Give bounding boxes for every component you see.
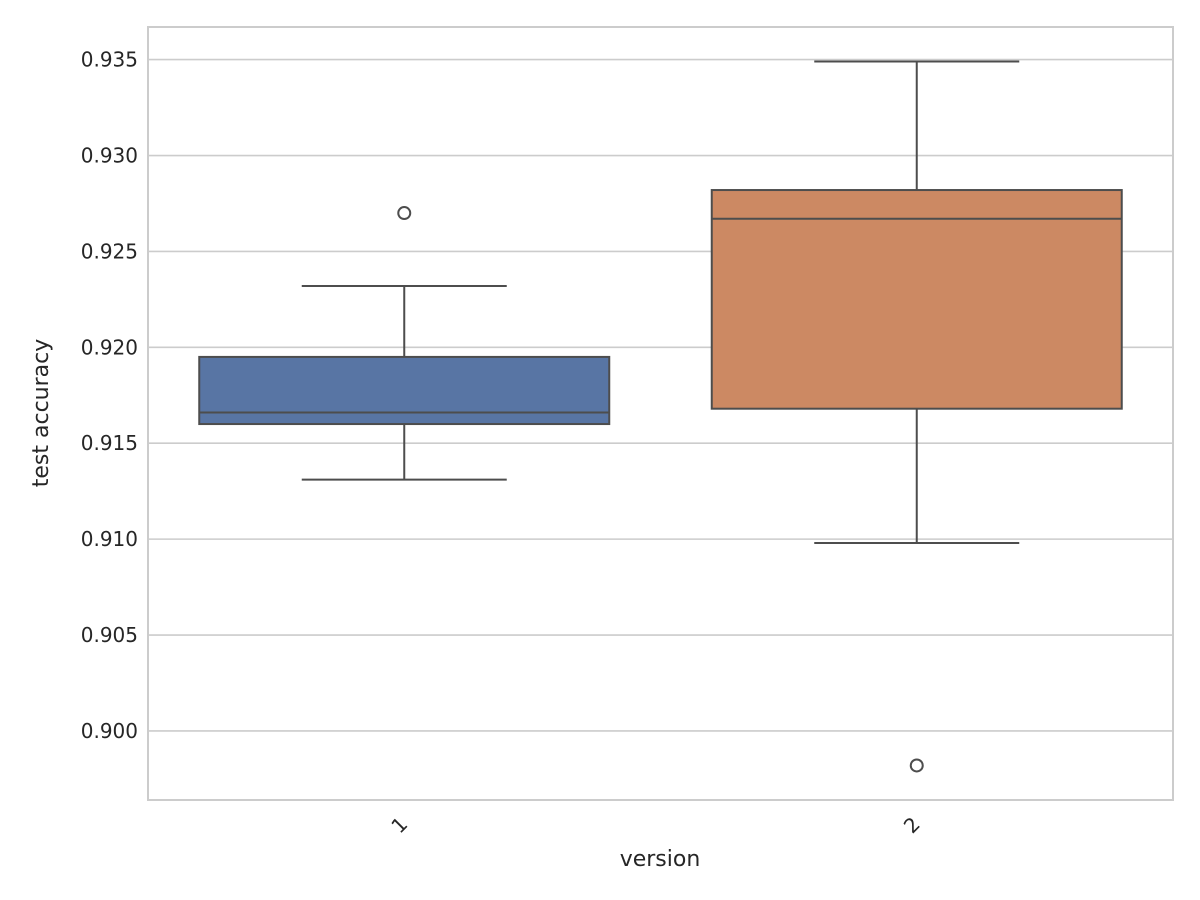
- box-iqr: [198, 355, 611, 426]
- boxes: [198, 60, 1123, 773]
- x-tick-label: 1: [386, 812, 412, 838]
- box-group: [198, 206, 611, 481]
- y-tick-label: 0.920: [81, 335, 138, 359]
- y-tick-label: 0.935: [81, 48, 138, 72]
- box-iqr: [710, 189, 1123, 410]
- x-axis-title: version: [620, 847, 701, 872]
- grid-lines: [148, 58, 1173, 732]
- x-tick-label: 2: [899, 812, 925, 838]
- y-tick-label: 0.930: [81, 144, 138, 168]
- y-tick-label: 0.905: [81, 623, 138, 647]
- plot-area-frame: [147, 26, 1174, 801]
- y-tick-label: 0.925: [81, 239, 138, 263]
- y-tick-label: 0.910: [81, 527, 138, 551]
- outlier-point: [909, 758, 924, 773]
- outlier-point: [397, 206, 412, 221]
- y-tick-label: 0.900: [81, 719, 138, 743]
- y-tick-labels: 0.900 0.905 0.910 0.915 0.920 0.925 0.930 0.935: [81, 48, 138, 743]
- y-tick-label: 0.915: [81, 431, 138, 455]
- y-axis-title: test accuracy: [29, 339, 54, 488]
- box-group: [710, 60, 1123, 773]
